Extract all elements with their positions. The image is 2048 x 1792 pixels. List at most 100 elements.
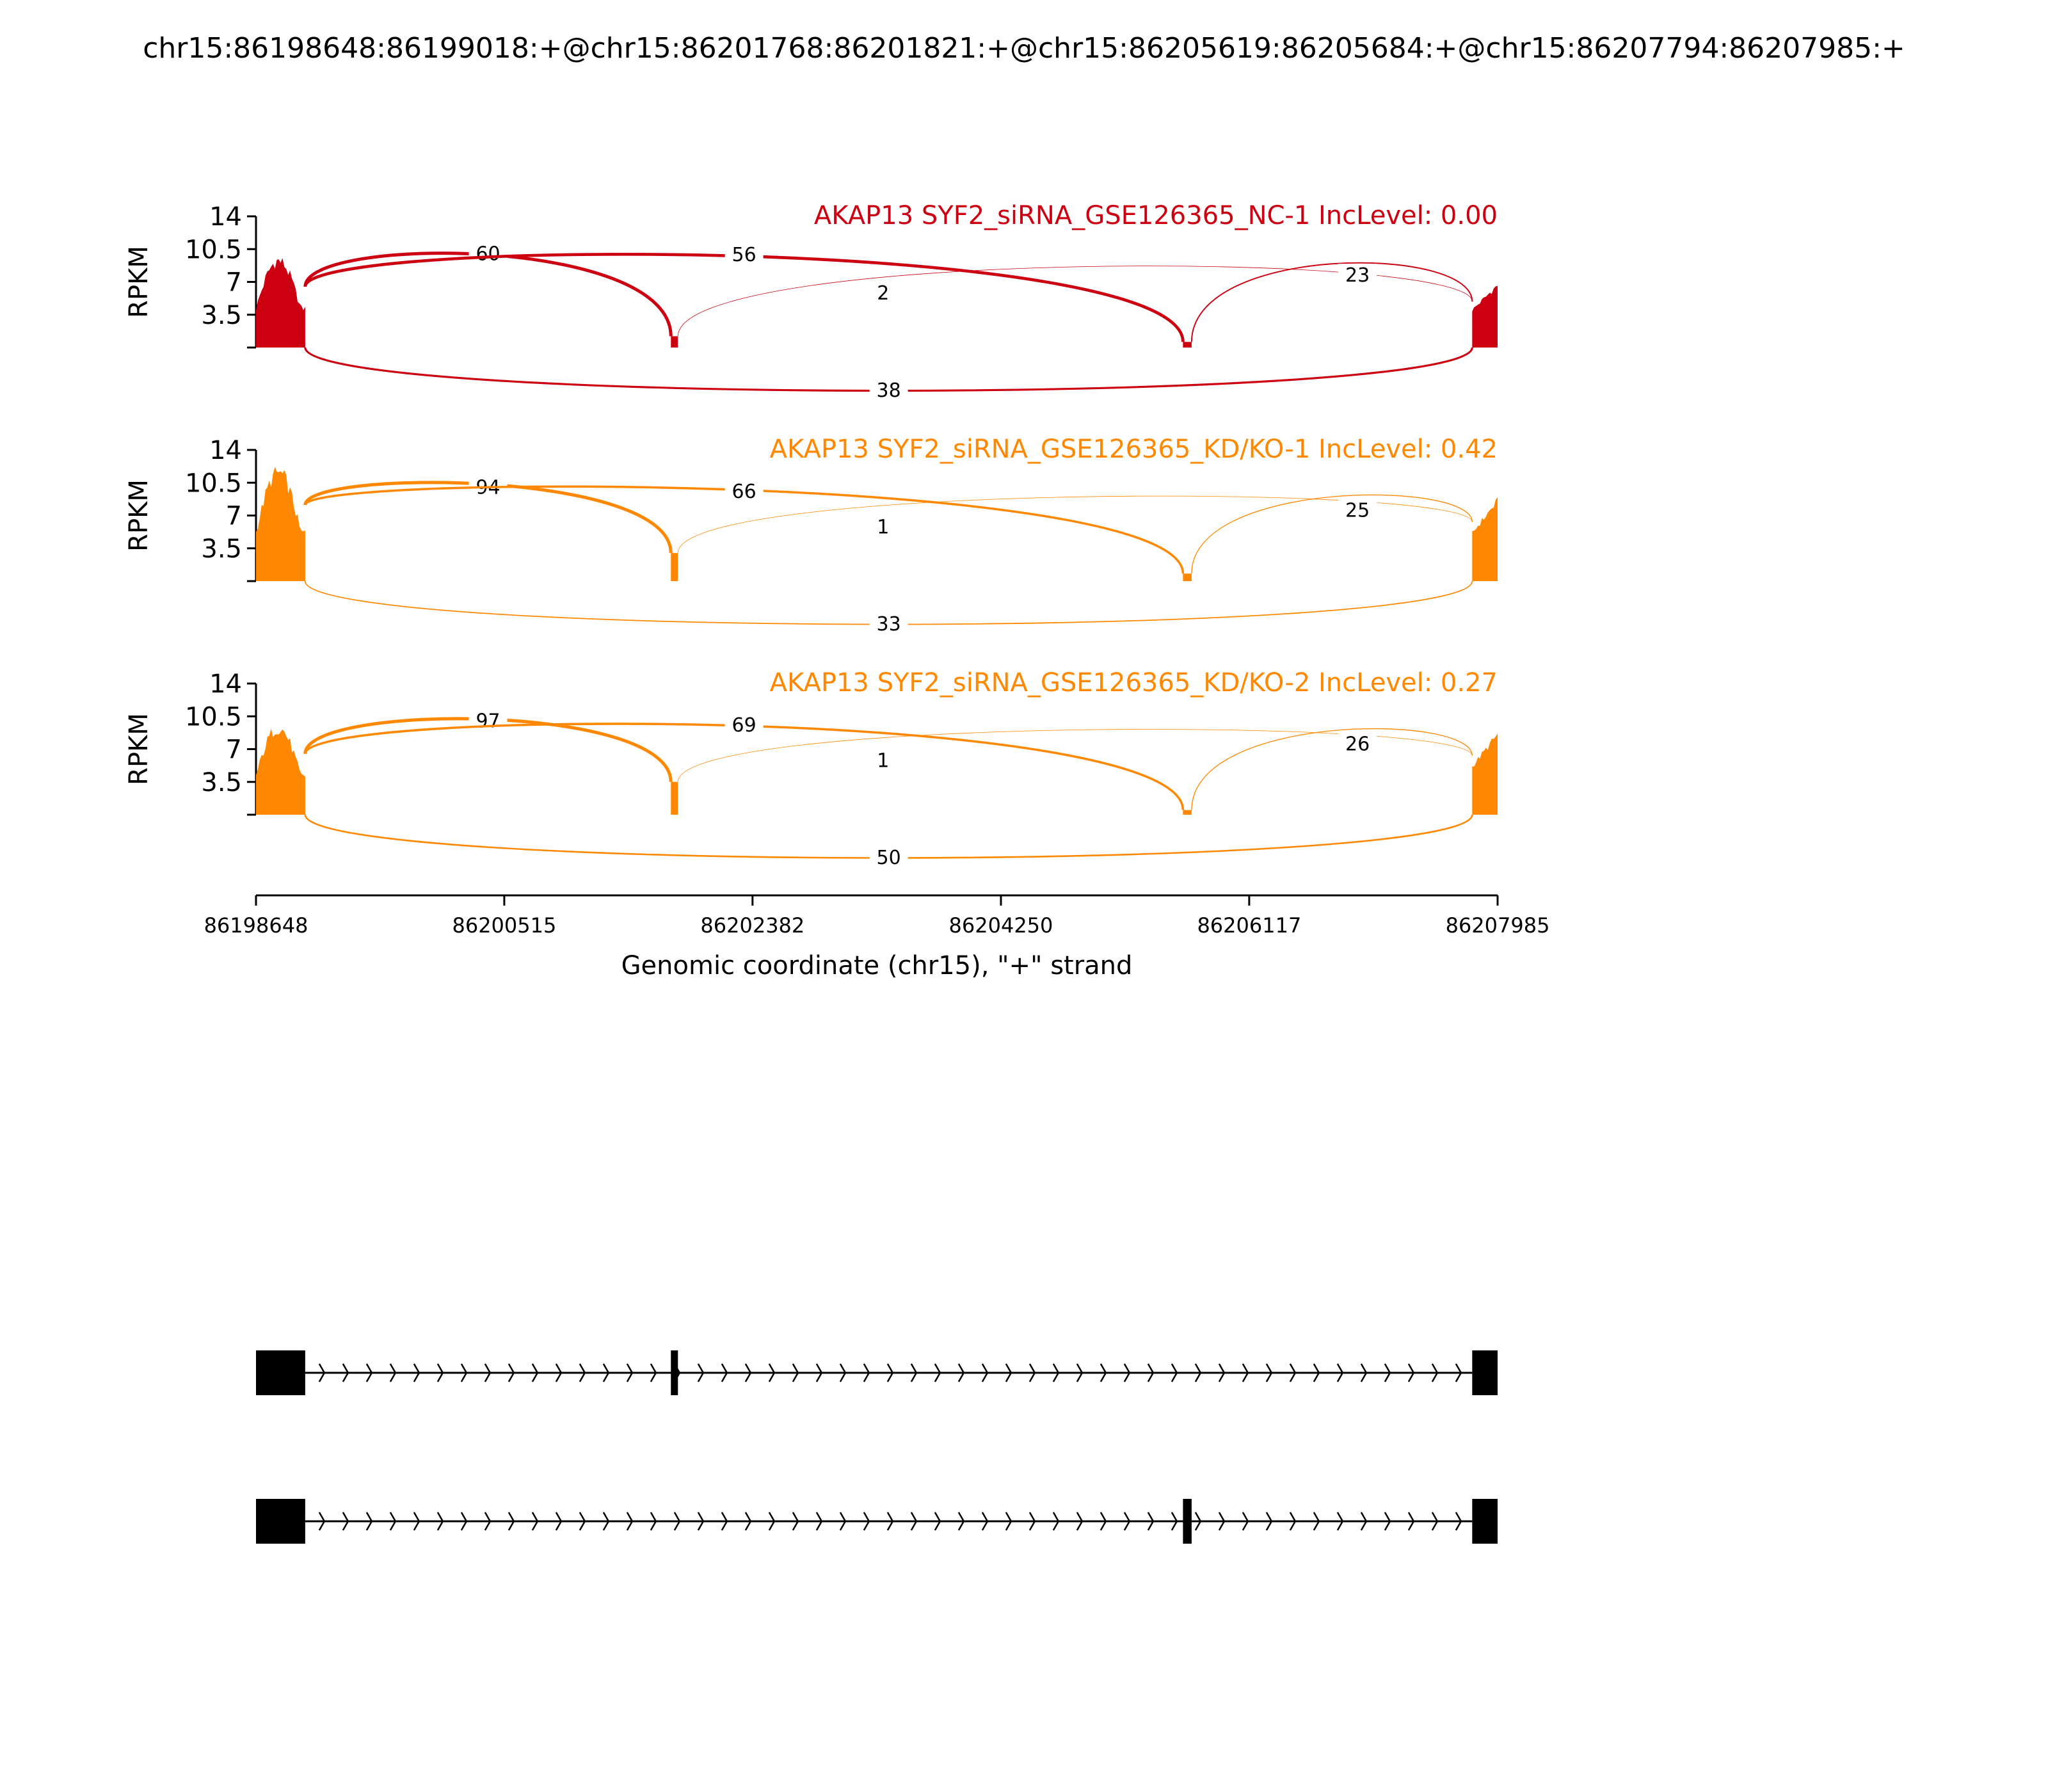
strand-arrow xyxy=(1289,1512,1297,1531)
strand-arrow xyxy=(910,1363,918,1382)
strand-arrow xyxy=(602,1363,610,1382)
junction-label-bg xyxy=(724,243,764,265)
strand-arrow xyxy=(768,1363,776,1382)
strand-arrow xyxy=(744,1512,752,1531)
strand-arrow xyxy=(342,1512,349,1531)
strand-arrow xyxy=(1005,1512,1012,1531)
strand-arrow xyxy=(342,1363,349,1382)
exon-coverage-4 xyxy=(1472,285,1498,348)
panel-3: 3.5 710.514 RPKM AKAP13 SYF2_siRNA_GSE12636… xyxy=(124,668,1498,869)
junction-arc xyxy=(303,252,673,337)
junction-label-bg xyxy=(869,612,908,634)
strand-arrow xyxy=(555,1363,563,1382)
y-tick-label: 14 xyxy=(209,669,242,699)
isoform-track xyxy=(256,1350,1498,1544)
exon-coverage-1 xyxy=(256,258,305,348)
exon-coverage-2 xyxy=(671,553,678,581)
strand-arrow xyxy=(365,1512,373,1531)
exon-block xyxy=(256,1499,305,1544)
exon-coverage-4 xyxy=(1472,733,1498,815)
y-axis-label: RPKM xyxy=(124,479,154,552)
junction-label: 23 xyxy=(1345,264,1370,287)
exon-coverage-1 xyxy=(256,728,305,815)
strand-arrow xyxy=(792,1363,799,1382)
junction-label: 33 xyxy=(877,613,901,636)
strand-arrow xyxy=(1242,1363,1249,1382)
strand-arrow xyxy=(531,1512,539,1531)
junction-label: 1 xyxy=(877,749,889,772)
strand-arrow xyxy=(531,1363,539,1382)
strand-arrow xyxy=(957,1512,965,1531)
strand-arrow xyxy=(1289,1363,1297,1382)
strand-arrow xyxy=(839,1512,847,1531)
junction-label: 2 xyxy=(877,282,889,305)
strand-arrow xyxy=(460,1512,468,1531)
panel-1: 3.5 7 10.5 14 RPKM AKAP13 SYF2_siRNA_GSE12636… xyxy=(124,201,1498,402)
strand-arrow xyxy=(1407,1512,1415,1531)
strand-arrow xyxy=(508,1512,515,1531)
strand-arrow xyxy=(981,1363,989,1382)
junction-label-bg xyxy=(869,379,908,401)
strand-arrow xyxy=(1242,1512,1249,1531)
y-tick-label: 14 xyxy=(209,202,242,232)
y-axis-label: RPKM xyxy=(124,713,154,785)
strand-arrow xyxy=(1028,1512,1036,1531)
y-tick-label: 10.5 xyxy=(185,702,242,732)
junction-label-bg xyxy=(863,515,902,538)
strand-arrow xyxy=(1052,1363,1060,1382)
exon-coverage-3 xyxy=(1183,810,1192,815)
strand-arrow xyxy=(460,1363,468,1382)
exon-coverage-4 xyxy=(1472,497,1498,581)
strand-arrow xyxy=(1100,1363,1107,1382)
junction-label: 1 xyxy=(877,516,889,538)
strand-arrow xyxy=(1147,1363,1155,1382)
strand-arrow xyxy=(484,1512,492,1531)
y-tick-label: 7 xyxy=(226,268,242,298)
junction-label: 56 xyxy=(732,244,756,266)
junction-label: 50 xyxy=(877,847,901,869)
junction-label-bg xyxy=(1338,264,1377,286)
x-tick-label: 86204250 xyxy=(949,913,1053,938)
strand-arrow xyxy=(413,1363,420,1382)
strand-arrow xyxy=(1360,1363,1368,1382)
strand-arrow xyxy=(1455,1363,1462,1382)
strand-arrow xyxy=(1313,1363,1320,1382)
strand-arrow xyxy=(436,1512,444,1531)
junction-label-bg xyxy=(863,281,902,303)
strand-arrow xyxy=(579,1512,586,1531)
junction-label: 69 xyxy=(732,714,756,737)
junction-label: 38 xyxy=(877,380,901,402)
strand-arrow xyxy=(318,1512,326,1531)
strand-arrow xyxy=(886,1363,894,1382)
exon-coverage-3 xyxy=(1183,573,1192,581)
strand-arrow xyxy=(1360,1512,1368,1531)
y-tick-label: 3.5 xyxy=(201,534,242,564)
junction-label: 97 xyxy=(476,710,500,733)
strand-arrow xyxy=(508,1363,515,1382)
junction-label-bg xyxy=(1338,499,1377,521)
junction-label-bg xyxy=(1338,732,1377,755)
x-axis-label: Genomic coordinate (chr15), "+" strand xyxy=(621,951,1133,980)
strand-arrow xyxy=(1123,1363,1131,1382)
strand-arrow xyxy=(863,1512,870,1531)
figure-title: chr15:86198648:86199018:+@chr15:86201768… xyxy=(143,32,1905,65)
junction-arc xyxy=(304,723,1185,810)
strand-arrow xyxy=(886,1512,894,1531)
exon-block xyxy=(1183,1499,1192,1544)
strand-arrow xyxy=(389,1512,397,1531)
strand-arrow xyxy=(318,1363,326,1382)
x-tick-label: 86200515 xyxy=(452,913,556,938)
y-tick-label: 3.5 xyxy=(201,301,242,330)
strand-arrow xyxy=(697,1512,705,1531)
strand-arrow xyxy=(484,1363,492,1382)
strand-arrow xyxy=(1218,1363,1226,1382)
strand-arrow xyxy=(626,1363,634,1382)
strand-arrow xyxy=(1407,1363,1415,1382)
exon-block xyxy=(1472,1499,1498,1544)
strand-arrow xyxy=(1431,1512,1439,1531)
x-tick-label: 86202382 xyxy=(700,913,804,938)
strand-arrow xyxy=(981,1512,989,1531)
panel-2: 3.5 7 10.5 14 RPKM AKAP13 SYF2_siRNA_GSE12636… xyxy=(124,435,1498,636)
strand-arrow xyxy=(436,1363,444,1382)
